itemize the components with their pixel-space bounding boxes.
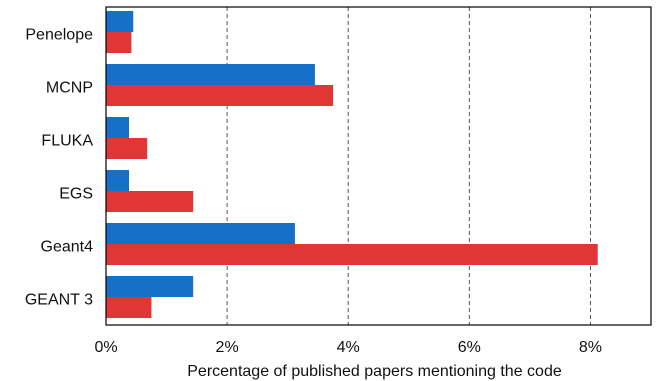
bar-mcnp-series-2 — [106, 85, 334, 106]
bar-geant4-series-2 — [106, 244, 598, 265]
bar-fluka-series-1 — [106, 117, 130, 138]
x-axis-title: Percentage of published papers mentionin… — [187, 363, 562, 380]
category-label-mcnp: MCNP — [46, 80, 93, 97]
category-label-geant4: Geant4 — [41, 239, 94, 256]
bar-geant4-series-1 — [106, 223, 295, 244]
x-tick-label-3: 6% — [458, 339, 481, 356]
category-label-fluka: FLUKA — [41, 133, 93, 150]
bar-fluka-series-2 — [106, 138, 148, 159]
bar-layer — [106, 11, 598, 318]
bar-geant-3-series-1 — [106, 276, 194, 297]
x-tick-label-4: 8% — [579, 339, 602, 356]
x-tick-label-0: 0% — [94, 339, 117, 356]
x-tick-label-2: 4% — [337, 339, 360, 356]
x-tick-label-layer: 0% 2% 4% 6% 8% — [94, 339, 602, 356]
x-tick-label-1: 2% — [216, 339, 239, 356]
bar-penelope-series-1 — [106, 11, 134, 32]
bar-egs-series-2 — [106, 191, 194, 212]
plot-frame — [105, 6, 652, 326]
category-label-geant-3: GEANT 3 — [25, 292, 93, 309]
bar-geant-3-series-2 — [106, 297, 152, 318]
bar-mcnp-series-1 — [106, 64, 315, 85]
category-label-egs: EGS — [59, 186, 93, 203]
category-label-layer: Penelope MCNP FLUKA EGS Geant4 GEANT 3 — [25, 27, 93, 309]
grid-layer — [226, 7, 591, 325]
bar-penelope-series-2 — [106, 32, 132, 53]
bar-egs-series-1 — [106, 170, 130, 191]
category-label-penelope: Penelope — [25, 27, 93, 44]
